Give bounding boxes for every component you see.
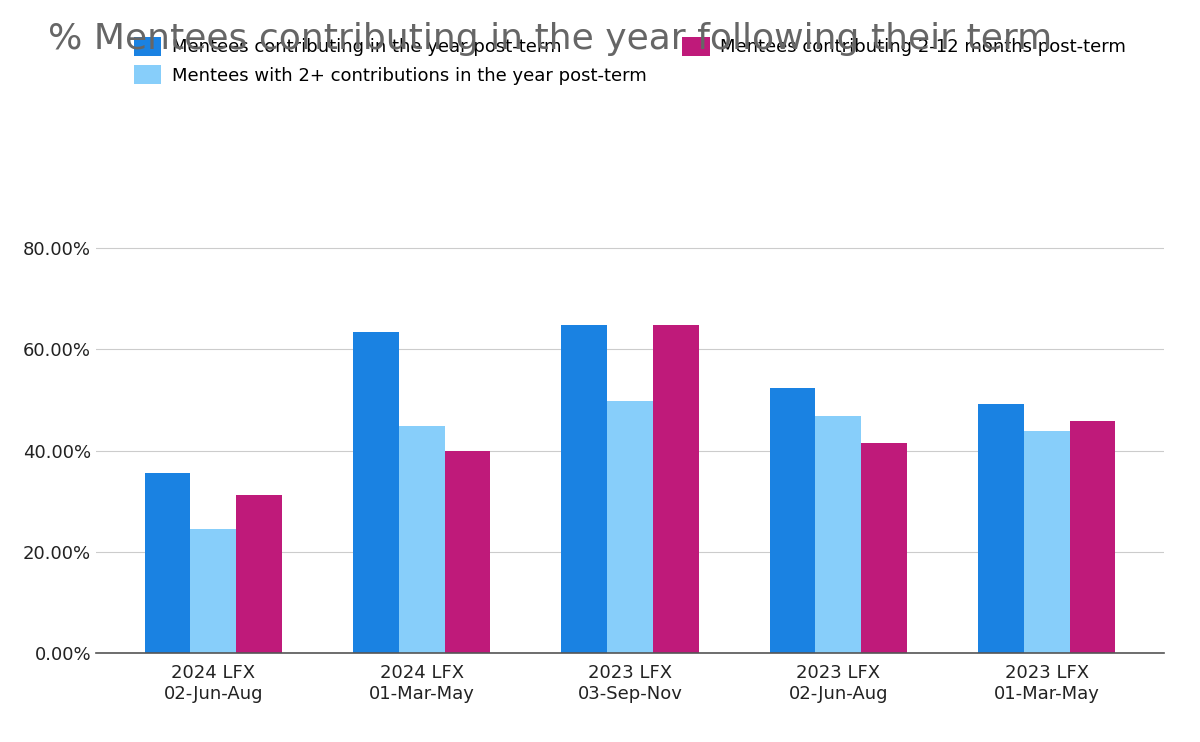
Bar: [816, 416, 862, 653]
Bar: [978, 404, 1024, 653]
Bar: [607, 401, 653, 653]
Legend: Mentees contributing in the year post-term, Mentees with 2+ contributions in the: Mentees contributing in the year post-te…: [126, 30, 1134, 92]
Bar: [353, 332, 398, 653]
Bar: [1069, 421, 1116, 653]
Bar: [769, 388, 816, 653]
Text: % Mentees contributing in the year following their term: % Mentees contributing in the year follo…: [48, 22, 1052, 56]
Bar: [191, 529, 236, 653]
Bar: [653, 325, 698, 653]
Bar: [144, 473, 191, 653]
Bar: [862, 443, 907, 653]
Bar: [236, 495, 282, 653]
Bar: [1024, 431, 1069, 653]
Bar: [562, 325, 607, 653]
Bar: [444, 450, 491, 653]
Bar: [398, 427, 444, 653]
